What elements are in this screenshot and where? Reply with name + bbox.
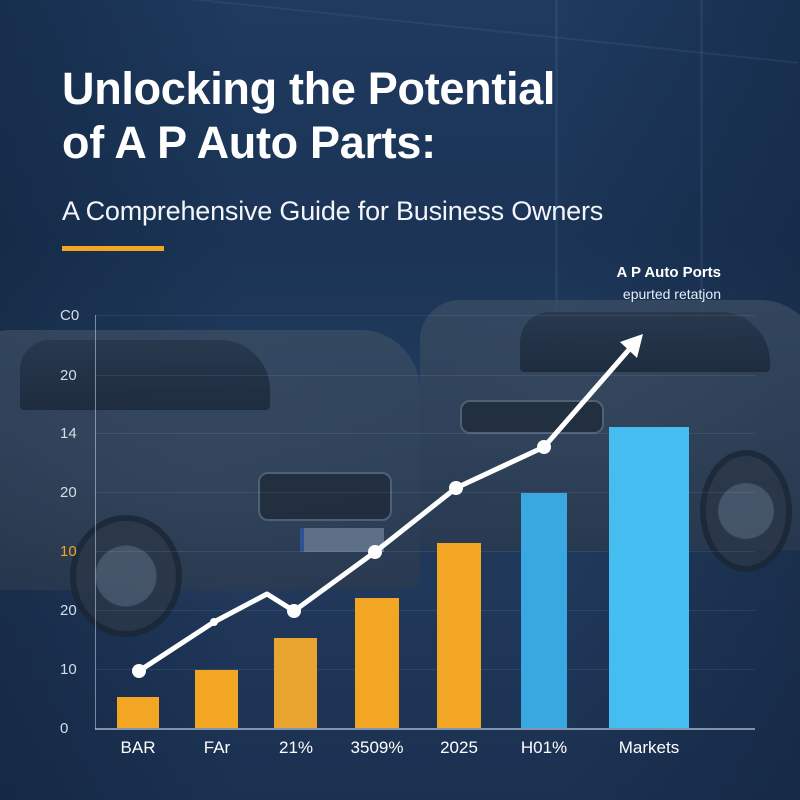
bar-markets — [609, 427, 689, 728]
bar-far — [195, 670, 238, 728]
gridline — [95, 492, 755, 493]
left-car-grille — [258, 472, 392, 521]
bar-21pct — [274, 638, 317, 728]
y-tick-label: 0 — [60, 720, 69, 737]
x-label: Markets — [618, 738, 680, 757]
x-axis — [95, 728, 755, 730]
gridline — [95, 315, 755, 316]
y-tick-label: 20 — [60, 484, 77, 501]
left-car-windshield — [20, 340, 270, 410]
x-label: 2025 — [440, 738, 478, 757]
y-tick-label: 10 — [60, 661, 77, 678]
bar-bar — [117, 697, 159, 728]
right-car-windshield — [520, 312, 770, 372]
y-tick-label: 20 — [60, 602, 77, 619]
trend-arrowhead-icon — [620, 334, 643, 358]
right-car-wheel — [700, 450, 792, 572]
left-car-wheel — [70, 515, 182, 637]
x-label: FAr — [203, 738, 231, 757]
accent-divider — [62, 246, 164, 251]
y-tick-label: 14 — [60, 425, 77, 442]
title-line-2: of A P Auto Parts: — [62, 117, 436, 168]
gridline — [95, 551, 755, 552]
gridline — [95, 669, 755, 670]
page-subtitle: A Comprehensive Guide for Business Owner… — [62, 196, 604, 226]
bar-h01pct — [521, 493, 567, 728]
building-column — [555, 0, 558, 330]
gridline — [95, 433, 755, 434]
y-tick-label-highlighted: 10 — [60, 543, 77, 560]
page-title: Unlocking the Potential of A P Auto Part… — [62, 62, 555, 170]
x-label: H01% — [520, 738, 568, 757]
y-axis — [95, 315, 96, 729]
x-label: BAR — [120, 738, 156, 757]
bar-2025 — [437, 543, 481, 728]
x-label: 3509% — [350, 738, 404, 757]
x-label: 21% — [278, 738, 314, 757]
chart-legend-subtitle: epurted retatjon — [622, 286, 721, 302]
building-column — [700, 0, 703, 330]
bar-3509pct — [355, 598, 399, 728]
title-line-1: Unlocking the Potential — [62, 63, 556, 114]
gridline — [95, 610, 755, 611]
y-tick-label: 20 — [60, 367, 77, 384]
chart-legend-title: A P Auto Ports — [616, 264, 721, 281]
y-tick-label: C0 — [60, 307, 80, 324]
gridline — [95, 375, 755, 376]
